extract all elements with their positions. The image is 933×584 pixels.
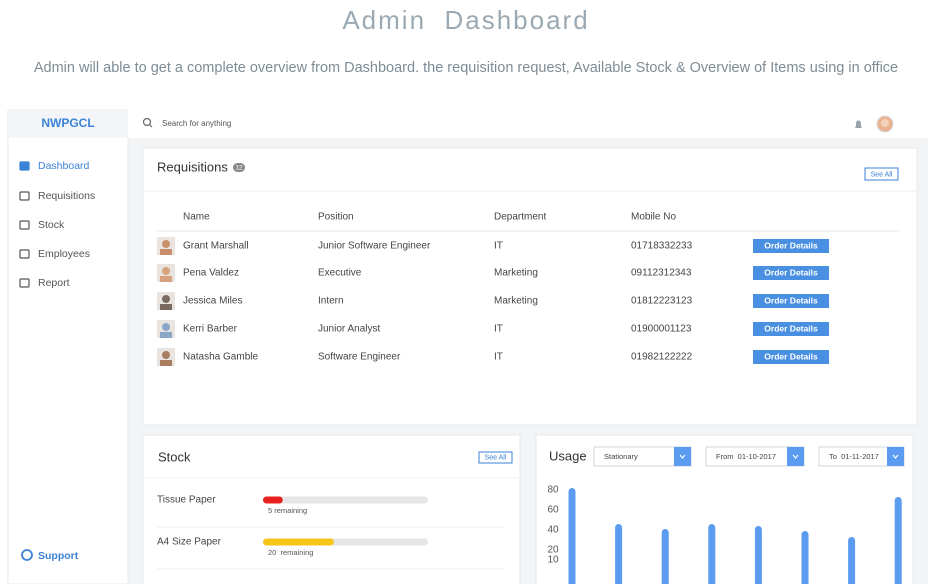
menu-item[interactable]: Report [38, 277, 70, 289]
order-details-text[interactable]: Order Details [764, 267, 818, 277]
table-cell: Kerri Barber [183, 324, 238, 335]
table-cell: 01812223123 [631, 296, 693, 307]
table-cell: 09112312343 [631, 268, 692, 279]
order-details-text[interactable]: Order Details [764, 295, 818, 305]
stock-remaining: 20 remaining [268, 548, 313, 557]
usage-bar [615, 524, 622, 584]
table-cell: IT [494, 241, 503, 252]
stock-remaining: 5 remaining [268, 506, 307, 515]
table-cell: Jessica Miles [183, 296, 242, 307]
employee-avatar-head [162, 267, 170, 275]
column-header: Mobile No [631, 212, 676, 223]
count-badge-text: 12 [235, 165, 243, 172]
stock-track [263, 497, 428, 504]
stock-item-name: A4 Size Paper [157, 537, 222, 548]
user-avatar-face [881, 119, 889, 127]
employee-avatar-head [162, 240, 170, 248]
support-link[interactable]: Support [38, 550, 79, 562]
usage-bar [569, 488, 576, 584]
dropdown-caret-box[interactable] [674, 447, 691, 466]
dropdown-caret-box[interactable] [787, 447, 804, 466]
column-header: Position [318, 212, 354, 223]
y-tick-label: 40 [547, 525, 559, 536]
stock-level [263, 539, 334, 546]
column-header: Name [183, 212, 210, 223]
table-cell: Natasha Gamble [183, 352, 258, 363]
table-cell: Pena Valdez [183, 268, 239, 279]
table-cell: IT [494, 352, 503, 363]
order-details-text[interactable]: Order Details [764, 351, 818, 361]
menu-item[interactable]: Employees [38, 248, 90, 260]
table-cell: Grant Marshall [183, 241, 249, 252]
usage-bar [708, 524, 715, 584]
table-cell: 01900001123 [631, 324, 692, 335]
employee-avatar-head [162, 351, 170, 359]
sidebar [8, 110, 128, 584]
stock-item-name: Tissue Paper [157, 495, 216, 506]
menu-item[interactable]: Requisitions [38, 190, 95, 202]
card-title: Requisitions [157, 159, 228, 174]
table-cell: 01982122222 [631, 352, 693, 363]
card-title: Stock [158, 449, 191, 464]
dropdown-text[interactable]: To 01-11-2017 [829, 452, 879, 461]
table-cell: Intern [318, 296, 344, 307]
requisitions-card [143, 148, 917, 425]
employee-avatar-head [162, 323, 170, 331]
employee-avatar-body [160, 332, 172, 338]
table-cell: Executive [318, 268, 362, 279]
table-cell: IT [494, 324, 503, 335]
column-header: Department [494, 212, 546, 223]
stock-level [263, 497, 283, 504]
employee-avatar-body [160, 360, 172, 366]
order-details-text[interactable]: Order Details [764, 240, 818, 250]
menu-item[interactable]: Stock [38, 219, 65, 231]
y-tick-label: 10 [547, 555, 559, 566]
see-all-text[interactable]: See All [871, 171, 893, 178]
y-tick-label: 60 [547, 505, 559, 516]
table-cell: Junior Software Engineer [318, 241, 431, 252]
employee-avatar-head [162, 295, 170, 303]
stock-card [143, 435, 520, 584]
dropdown-caret-box[interactable] [887, 447, 904, 466]
usage-bar [662, 529, 669, 584]
page-title: Admin Dashboard [342, 5, 589, 35]
see-all-text[interactable]: See All [485, 454, 507, 461]
menu-item[interactable]: Dashboard [38, 160, 90, 172]
order-details-text[interactable]: Order Details [764, 323, 818, 333]
employee-avatar-body [160, 276, 172, 282]
table-cell: Software Engineer [318, 352, 401, 363]
table-cell: Marketing [494, 296, 538, 307]
topbar [128, 110, 928, 138]
table-cell: Junior Analyst [318, 324, 380, 335]
usage-bar [848, 537, 855, 584]
search-input[interactable]: Search for anything [162, 119, 231, 128]
employee-avatar-body [160, 304, 172, 310]
usage-bar [895, 497, 902, 584]
usage-bar [802, 531, 809, 584]
usage-bar [755, 526, 762, 584]
table-cell: Marketing [494, 268, 538, 279]
dropdown-text[interactable]: From 01-10-2017 [716, 452, 776, 461]
brand: NWPGCL [41, 116, 94, 130]
y-tick-label: 80 [547, 485, 559, 496]
dropdown-text[interactable]: Stationary [604, 452, 638, 461]
page-subtitle: Admin will able to get a complete overvi… [34, 60, 898, 76]
menu-icon [20, 162, 29, 170]
y-tick-label: 20 [547, 545, 559, 556]
card-title: Usage [549, 448, 587, 463]
employee-avatar-body [160, 249, 172, 255]
table-cell: 01718332233 [631, 241, 693, 252]
